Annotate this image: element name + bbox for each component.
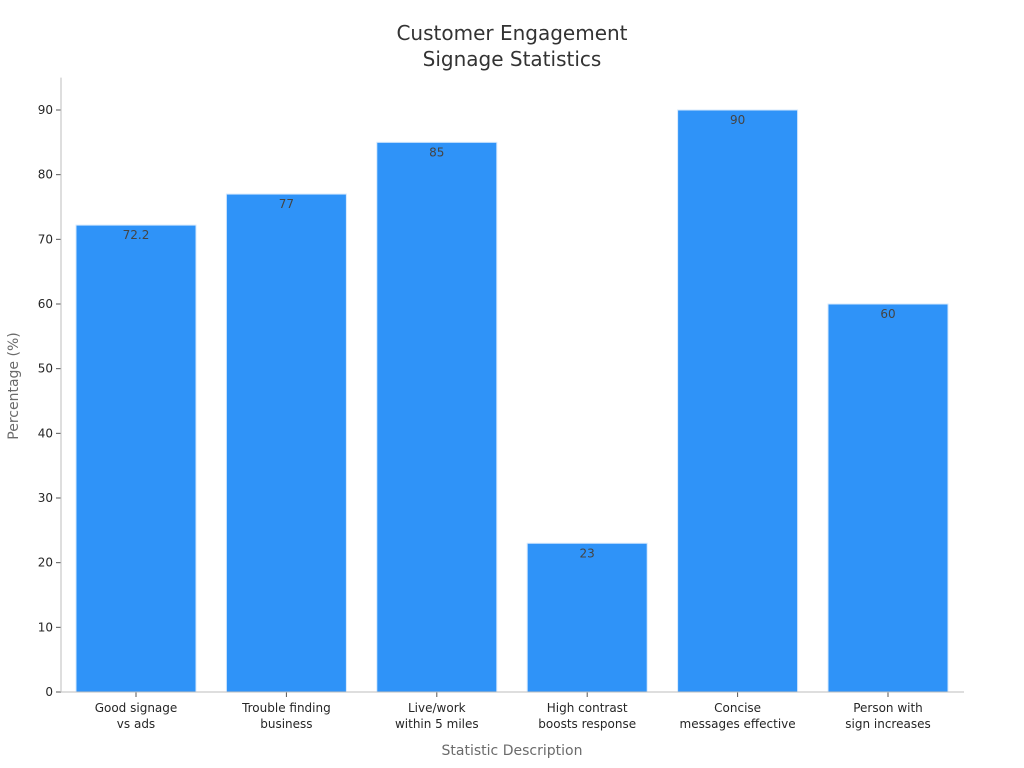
x-axis-tick-labels: Good signage vs ads Trouble finding busines… [95, 692, 931, 731]
y-tick-label: 0 [45, 685, 53, 699]
data-labels: 72.2 77 85 23 90 60 [123, 113, 896, 560]
data-label: 23 [580, 546, 595, 560]
y-tick-label: 50 [38, 362, 53, 376]
x-tick-label: Trouble finding [241, 701, 331, 715]
data-label: 90 [730, 113, 745, 127]
data-label: 85 [429, 145, 444, 159]
x-tick-label: High contrast [547, 701, 628, 715]
y-tick-label: 80 [38, 168, 53, 182]
x-tick-label: messages effective [680, 717, 796, 731]
bar [827, 303, 949, 693]
x-tick-label: Live/work [408, 701, 466, 715]
y-tick-label: 60 [38, 297, 53, 311]
bars [75, 109, 949, 693]
x-tick-label: Good signage [95, 701, 178, 715]
y-axis-label: Percentage (%) [6, 332, 22, 439]
bar [526, 542, 648, 693]
x-axis-label: Statistic Description [442, 743, 583, 759]
x-tick-label: vs ads [117, 717, 155, 731]
x-tick-label: within 5 miles [395, 717, 479, 731]
x-tick-label: business [260, 717, 312, 731]
chart-title: Customer Engagement Signage Statistics [396, 21, 627, 71]
x-tick-label: Person with [853, 701, 923, 715]
bar [677, 109, 799, 693]
data-label: 60 [880, 307, 895, 321]
y-tick-label: 70 [38, 232, 53, 246]
x-tick-label: sign increases [845, 717, 930, 731]
chart-title-line-2: Signage Statistics [423, 47, 602, 71]
x-tick-label: boosts response [538, 717, 636, 731]
y-axis-ticks: 0 10 20 30 40 50 60 70 80 90 [38, 103, 61, 699]
x-tick-label: Concise [714, 701, 761, 715]
y-tick-label: 20 [38, 556, 53, 570]
data-label: 77 [279, 197, 294, 211]
chart-title-line-1: Customer Engagement [396, 21, 627, 45]
y-tick-label: 40 [38, 426, 53, 440]
y-tick-label: 30 [38, 491, 53, 505]
y-tick-label: 90 [38, 103, 53, 117]
bar [75, 224, 197, 693]
y-tick-label: 10 [38, 620, 53, 634]
bar [376, 141, 498, 693]
data-label: 72.2 [123, 228, 150, 242]
bar [225, 193, 347, 693]
